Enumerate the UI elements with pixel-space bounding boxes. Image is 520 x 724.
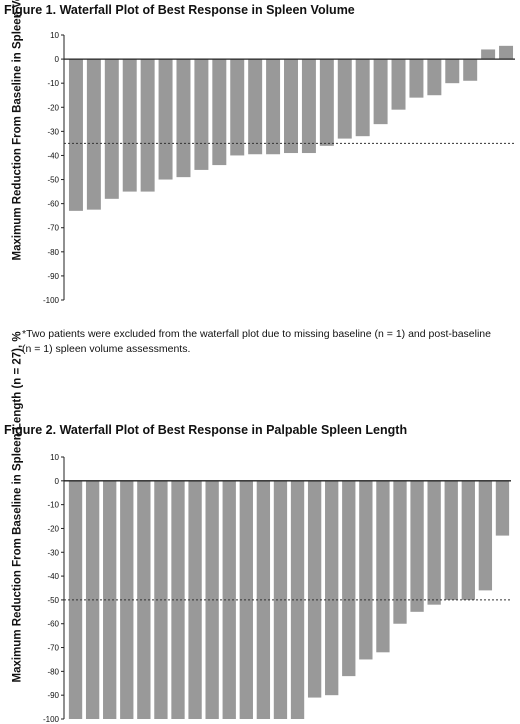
bar bbox=[481, 49, 496, 60]
y-tick-label: -90 bbox=[47, 691, 59, 700]
bar bbox=[319, 59, 334, 146]
figure2-title: Figure 2. Waterfall Plot of Best Respons… bbox=[4, 423, 408, 437]
bar bbox=[359, 480, 373, 660]
y-tick-label: -60 bbox=[47, 620, 59, 629]
bar bbox=[212, 59, 227, 166]
y-tick-label: -40 bbox=[47, 572, 59, 581]
figure1-chart: 10 0 -10 -20 -30 -40 -50 -60 -70 -80 -90 -100 bbox=[43, 31, 515, 305]
figure1-footnote: *Two patients were excluded from the wat… bbox=[22, 328, 491, 355]
bar bbox=[301, 59, 316, 154]
bar bbox=[256, 480, 271, 719]
bar bbox=[68, 59, 83, 211]
bar bbox=[337, 59, 352, 139]
bar bbox=[248, 59, 263, 155]
bar bbox=[176, 59, 191, 178]
bar bbox=[478, 480, 493, 591]
bar bbox=[239, 480, 253, 719]
bar bbox=[230, 59, 245, 156]
y-tick-label: -100 bbox=[43, 296, 60, 305]
bar bbox=[445, 59, 460, 84]
bar bbox=[410, 480, 424, 612]
bar bbox=[86, 59, 101, 210]
y-tick-label: -80 bbox=[47, 248, 59, 257]
bar bbox=[325, 480, 339, 696]
y-tick-label: -100 bbox=[43, 715, 60, 724]
bar bbox=[391, 59, 406, 110]
y-tick-label: 10 bbox=[50, 31, 59, 40]
bar bbox=[376, 480, 390, 653]
bar bbox=[120, 480, 134, 719]
bar bbox=[463, 59, 478, 81]
bar bbox=[194, 59, 209, 170]
bar bbox=[307, 480, 322, 698]
y-tick-label: -20 bbox=[47, 103, 59, 112]
bar bbox=[444, 480, 458, 600]
bar bbox=[266, 59, 281, 155]
y-tick-label: 0 bbox=[55, 55, 60, 64]
y-tick-label: -60 bbox=[47, 200, 59, 209]
y-tick-label: -80 bbox=[47, 667, 59, 676]
bar bbox=[284, 59, 298, 154]
bar bbox=[427, 59, 442, 96]
y-tick-label: -30 bbox=[47, 127, 59, 136]
bar bbox=[499, 45, 514, 60]
y-tick-label: -70 bbox=[47, 224, 59, 233]
bar bbox=[393, 480, 407, 624]
bar bbox=[373, 59, 388, 125]
bar bbox=[409, 59, 424, 98]
y-tick-label: -70 bbox=[47, 644, 59, 653]
bar bbox=[137, 480, 151, 719]
bar bbox=[122, 59, 137, 192]
bar bbox=[427, 480, 441, 605]
bar bbox=[355, 59, 370, 137]
y-tick-label: 0 bbox=[55, 477, 60, 486]
bar bbox=[104, 59, 119, 199]
bar bbox=[495, 480, 510, 536]
y-tick-label: -50 bbox=[47, 176, 59, 185]
bar bbox=[342, 480, 356, 677]
bar bbox=[188, 480, 202, 719]
figure1-title: Figure 1. Waterfall Plot of Best Respons… bbox=[4, 3, 355, 17]
bar bbox=[140, 59, 155, 192]
bar bbox=[68, 480, 83, 719]
bar bbox=[461, 480, 475, 600]
y-tick-label: -90 bbox=[47, 272, 59, 281]
y-tick-label: -20 bbox=[47, 524, 59, 533]
y-tick-label: 10 bbox=[50, 453, 59, 462]
y-tick-label: -10 bbox=[47, 79, 59, 88]
y-tick-label: -50 bbox=[47, 596, 59, 605]
y-tick-label: -40 bbox=[47, 151, 59, 160]
y-tick-label: -30 bbox=[47, 548, 59, 557]
y-tick-label: -10 bbox=[47, 501, 59, 510]
bar bbox=[158, 59, 173, 180]
